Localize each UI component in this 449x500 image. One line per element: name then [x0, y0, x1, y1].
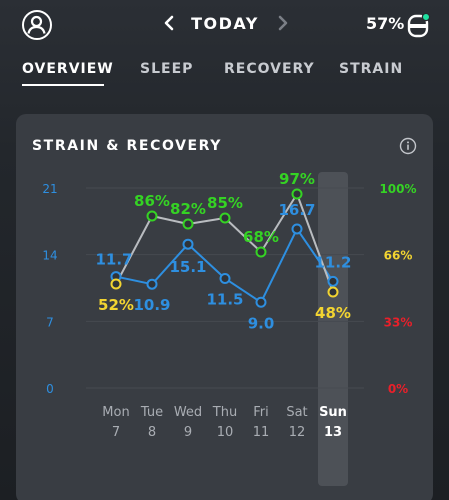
right-axis-tick: 33%: [384, 315, 413, 329]
strain-value-label: 11.7: [95, 251, 132, 269]
tab-sleep[interactable]: SLEEP: [140, 61, 194, 77]
recovery-value-label: 68%: [243, 228, 279, 246]
recovery-value-label: 97%: [279, 170, 315, 188]
x-axis-date-label: 12: [289, 425, 306, 440]
recovery-point: [110, 278, 122, 290]
x-axis-date-label: 9: [184, 425, 192, 440]
x-axis-day-label: Mon: [102, 405, 129, 420]
x-axis-date-label: 13: [324, 425, 342, 440]
strap-battery-icon[interactable]: [404, 10, 432, 40]
tab-recovery[interactable]: RECOVERY: [224, 61, 315, 77]
x-axis-date-label: 8: [148, 425, 156, 440]
strain-point: [146, 278, 158, 290]
recovery-value-label: 82%: [170, 200, 206, 218]
recovery-value-label: 52%: [98, 296, 134, 314]
strain-value-label: 11.5: [206, 290, 243, 308]
next-day-chevron-icon[interactable]: [274, 12, 292, 34]
x-axis-day-label: Sat: [286, 405, 307, 420]
x-axis-date-label: 10: [217, 425, 234, 440]
strain-point: [255, 296, 267, 308]
recovery-point: [146, 210, 158, 222]
recovery-point: [219, 212, 231, 224]
x-axis-date-label: 7: [112, 425, 120, 440]
x-axis-day-label: Thu: [212, 405, 237, 420]
recovery-value-label: 48%: [315, 304, 351, 322]
previous-day-chevron-icon[interactable]: [160, 12, 178, 34]
selected-day-highlight: [318, 172, 348, 486]
recovery-point: [291, 188, 303, 200]
recovery-point: [327, 286, 339, 298]
right-axis-tick: 100%: [379, 182, 416, 196]
recovery-value-label: 85%: [207, 194, 243, 212]
recovery-value-label: 86%: [134, 192, 170, 210]
strain-value-label: 10.9: [133, 296, 170, 314]
recovery-point: [255, 246, 267, 258]
active-tab-indicator: [22, 84, 104, 86]
strain-point: [219, 272, 231, 284]
right-axis-tick: 66%: [384, 249, 413, 263]
strain-value-label: 9.0: [248, 314, 275, 332]
card-title: STRAIN & RECOVERY: [32, 138, 223, 154]
right-axis-tick: 0%: [388, 382, 408, 396]
battery-percentage: 57%: [366, 14, 405, 33]
left-axis-tick: 7: [46, 315, 54, 329]
x-axis-day-label: Sun: [319, 405, 347, 420]
day-title: TODAY: [191, 14, 259, 33]
tab-strain[interactable]: STRAIN: [339, 61, 404, 77]
x-axis-day-label: Wed: [174, 405, 202, 420]
x-axis-day-label: Fri: [253, 405, 269, 420]
x-axis-date-label: 11: [253, 425, 270, 440]
info-icon[interactable]: [399, 137, 417, 155]
recovery-point: [182, 218, 194, 230]
tab-overview[interactable]: OVERVIEW: [22, 61, 114, 77]
strain-value-label: 15.1: [169, 258, 206, 276]
strain-point: [327, 275, 339, 287]
x-axis-day-label: Tue: [140, 405, 163, 420]
strain-point: [182, 238, 194, 250]
strain-value-label: 11.2: [314, 253, 351, 271]
profile-avatar-icon[interactable]: [22, 10, 52, 40]
left-axis-tick: 21: [42, 182, 57, 196]
left-axis-tick: 14: [42, 249, 57, 263]
strain-point: [291, 223, 303, 235]
top-bar: TODAY 57%: [0, 0, 449, 50]
left-axis-tick: 0: [46, 382, 54, 396]
strain-recovery-card[interactable]: [16, 114, 433, 500]
strain-value-label: 16.7: [278, 201, 315, 219]
tab-bar: OVERVIEW SLEEP RECOVERY STRAIN: [0, 58, 449, 90]
